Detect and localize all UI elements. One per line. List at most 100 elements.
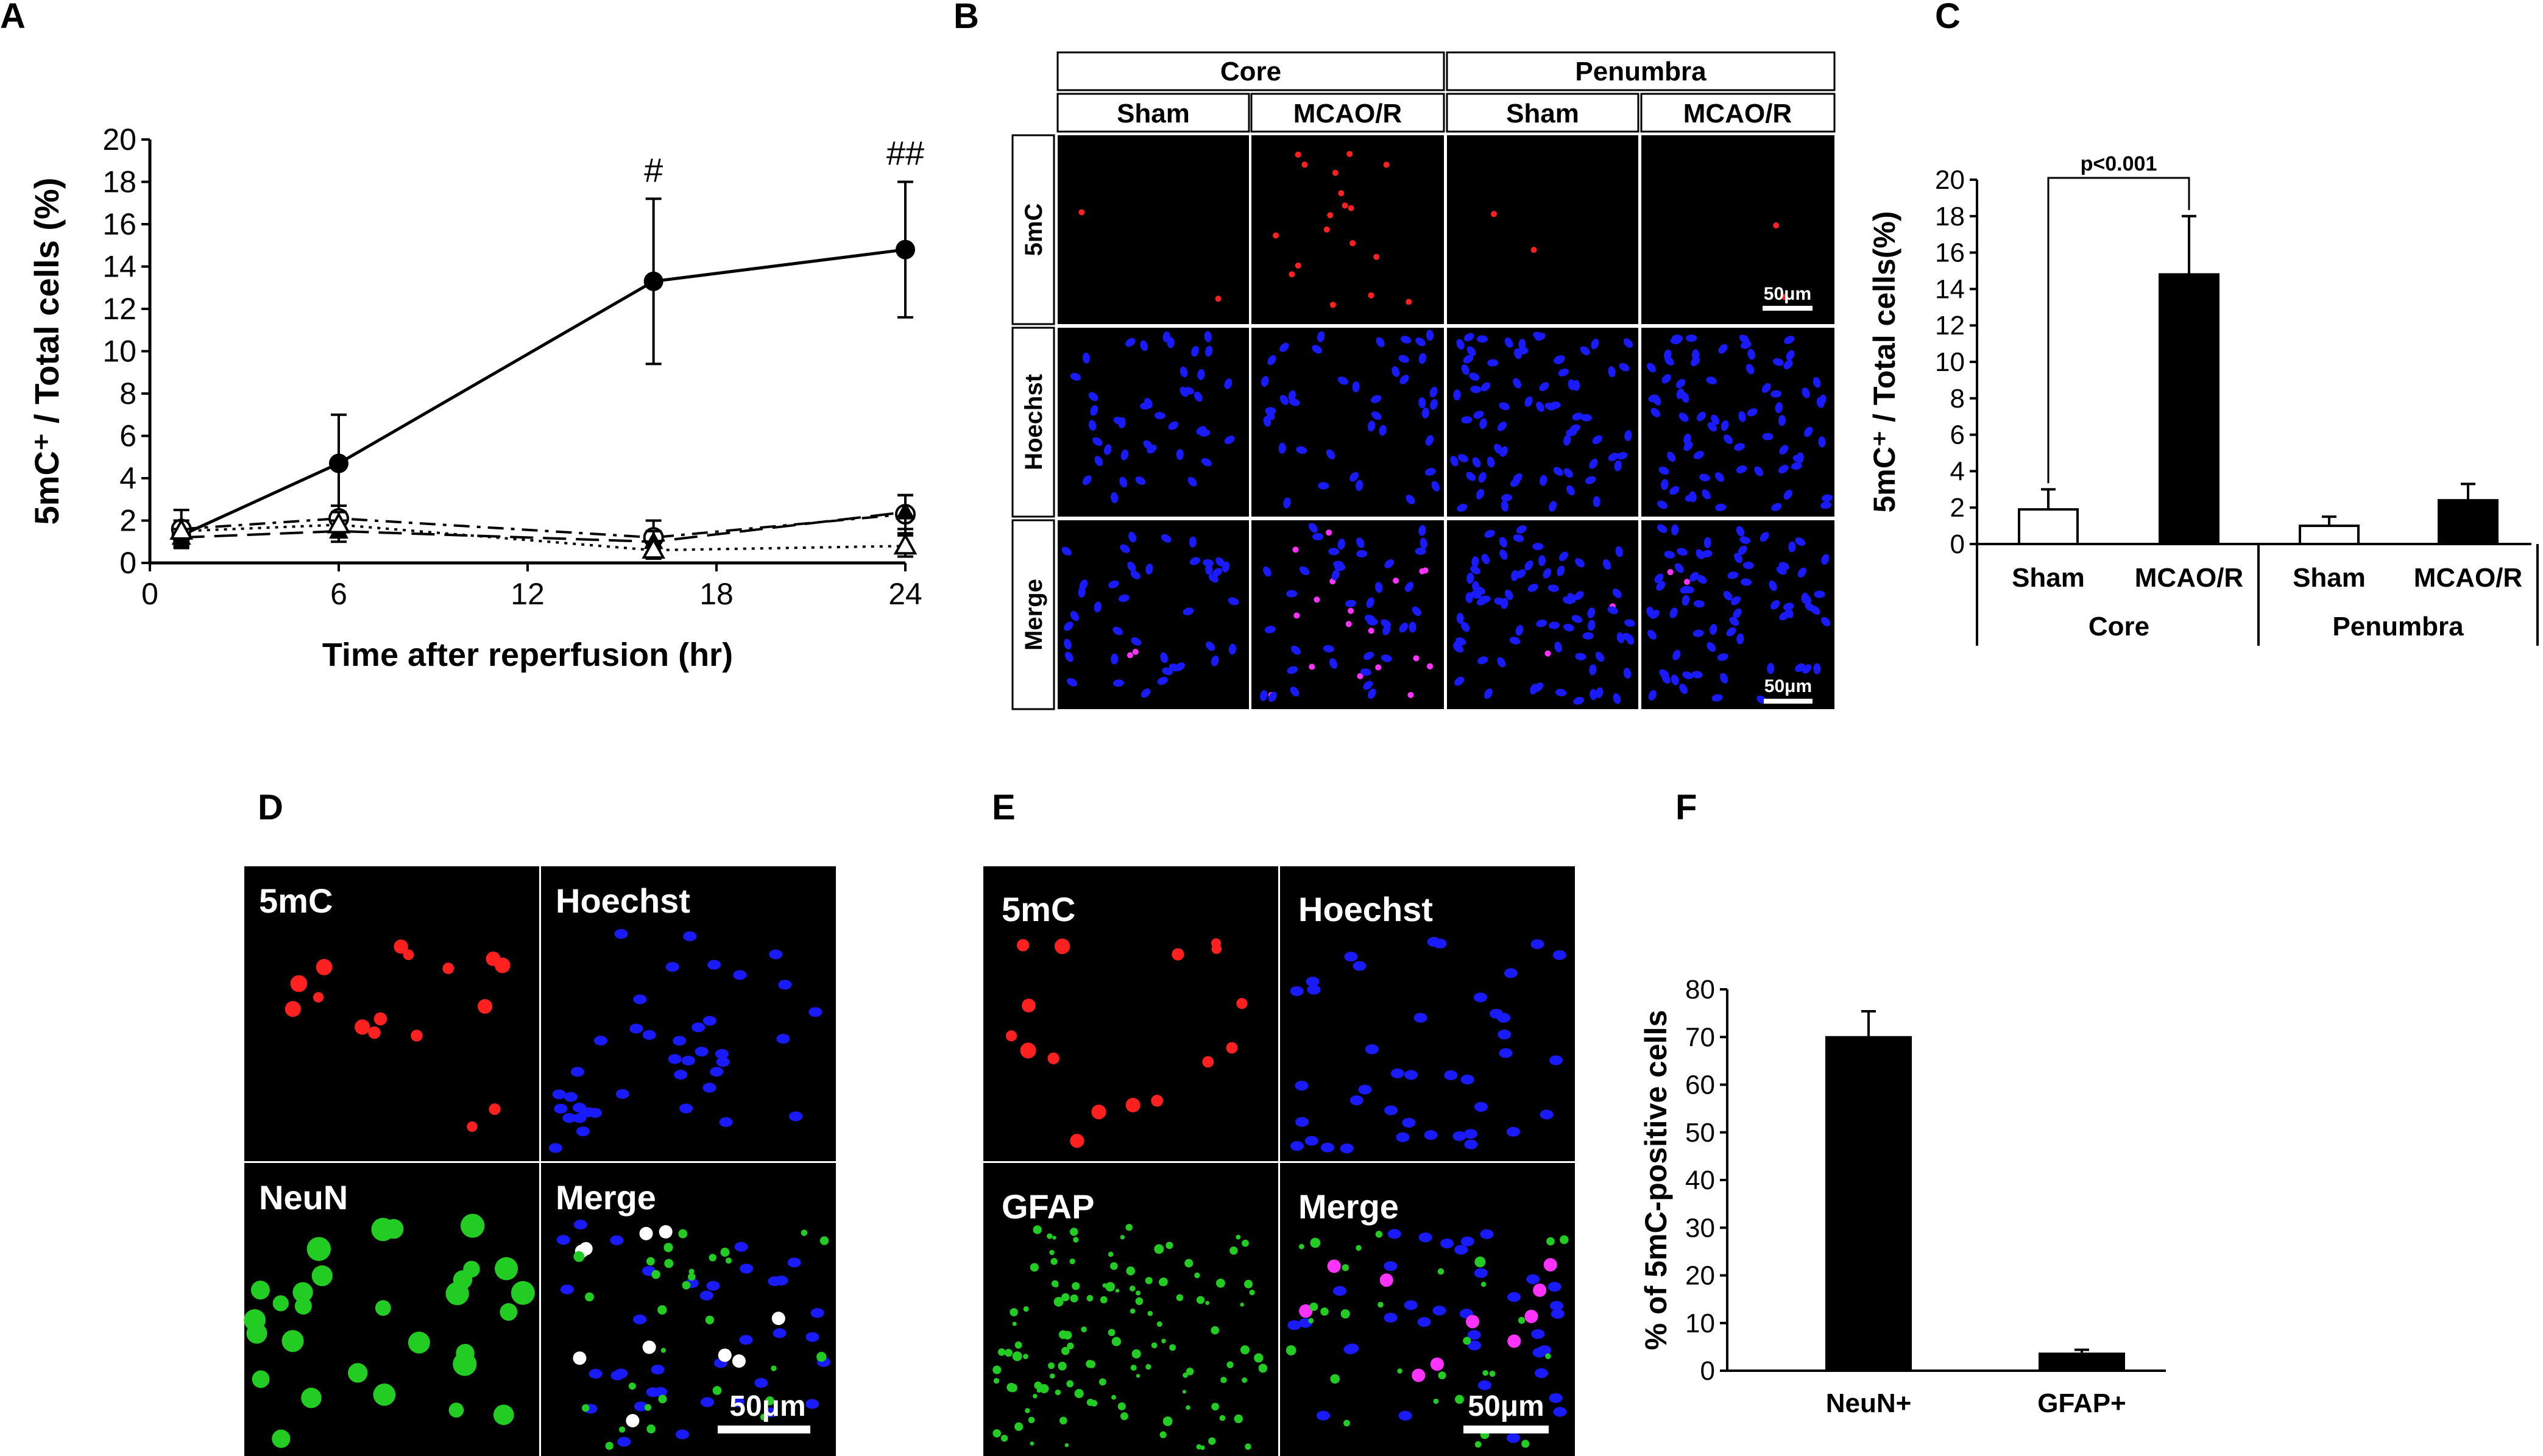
nucleus bbox=[1337, 376, 1348, 385]
green-cell bbox=[1147, 1310, 1153, 1316]
nucleus bbox=[1664, 349, 1672, 361]
green-cell bbox=[460, 1214, 485, 1238]
tile-d-label-1: 5mC bbox=[259, 882, 333, 920]
nucleus bbox=[1399, 623, 1409, 633]
nucleus bbox=[1723, 590, 1733, 601]
nucleus bbox=[1110, 492, 1119, 503]
nucleus bbox=[774, 1276, 788, 1286]
nucleus bbox=[1553, 1407, 1567, 1417]
merged-cell bbox=[1299, 1304, 1313, 1318]
nucleus bbox=[1295, 1081, 1309, 1091]
green-cell bbox=[585, 1292, 594, 1302]
row-label-box-3 bbox=[1011, 519, 1055, 710]
nucleus bbox=[1733, 608, 1742, 619]
nucleus bbox=[1555, 688, 1566, 696]
bar-chart-c: 0 2 4 6 8 10 12 14 16 18 20 5mC⁺ / Total cells(%) Sh… bbox=[1867, 152, 2539, 646]
green-cell bbox=[663, 1243, 673, 1253]
nucleus bbox=[676, 1429, 690, 1440]
nucleus bbox=[576, 1126, 590, 1137]
merged-cell bbox=[1543, 1258, 1557, 1272]
nucleus bbox=[1309, 523, 1318, 533]
image-tiles-d bbox=[244, 866, 836, 1456]
nucleus bbox=[1203, 559, 1214, 567]
nucleus bbox=[1499, 549, 1508, 560]
nucleus bbox=[1707, 642, 1716, 652]
nucleus bbox=[1738, 411, 1746, 422]
stained-nucleus bbox=[1375, 664, 1382, 671]
merged-cell bbox=[1430, 1357, 1444, 1371]
nucleus bbox=[1398, 355, 1409, 363]
green-cell bbox=[1086, 1360, 1094, 1368]
nucleus bbox=[1290, 1141, 1304, 1151]
y-tick-label-f: 30 bbox=[1685, 1213, 1715, 1243]
micrograph-tile bbox=[1641, 328, 1834, 517]
green-cell bbox=[1236, 1234, 1241, 1240]
green-cell bbox=[1480, 1282, 1487, 1287]
nucleus bbox=[1544, 402, 1556, 411]
merged-cell bbox=[626, 1413, 640, 1427]
col-header-2-label: MCAO/R bbox=[1293, 99, 1402, 129]
nucleus bbox=[1602, 559, 1611, 570]
micrograph-tile bbox=[1251, 328, 1444, 517]
panel-label-a: A bbox=[0, 0, 26, 36]
nucleus bbox=[706, 1281, 720, 1291]
stained-nucleus bbox=[1326, 529, 1332, 536]
stained-nucleus bbox=[1309, 663, 1315, 670]
green-cell bbox=[1125, 1223, 1133, 1231]
green-cell bbox=[1069, 1258, 1075, 1265]
nucleus bbox=[1786, 350, 1795, 361]
merged-cell bbox=[1327, 1259, 1341, 1273]
nucleus bbox=[1356, 537, 1365, 548]
nucleus bbox=[1531, 1329, 1545, 1339]
green-cell bbox=[348, 1363, 368, 1383]
green-cell bbox=[660, 1348, 667, 1353]
nucleus bbox=[1157, 677, 1168, 685]
green-cell bbox=[997, 1348, 1006, 1356]
nucleus bbox=[1711, 694, 1723, 702]
stained-nucleus bbox=[1373, 253, 1380, 260]
nucleus bbox=[1466, 572, 1474, 584]
micrograph-tile bbox=[1058, 135, 1249, 324]
nucleus bbox=[1818, 436, 1826, 448]
nucleus bbox=[1429, 386, 1438, 398]
row-label-box-1 bbox=[1011, 134, 1055, 325]
nucleus bbox=[1169, 663, 1180, 672]
y-axis-label-a: 5mC⁺ / Total cells (%) bbox=[27, 178, 66, 525]
green-cell bbox=[1226, 1361, 1234, 1368]
nucleus bbox=[1426, 330, 1434, 341]
nucleus bbox=[1738, 545, 1747, 556]
green-cell bbox=[495, 1257, 518, 1281]
micrograph-tile bbox=[1251, 135, 1444, 324]
green-cell bbox=[1518, 1316, 1526, 1324]
x-tick-label-a: 0 bbox=[141, 577, 158, 611]
green-cell bbox=[1375, 1231, 1383, 1238]
scalebar-d bbox=[718, 1426, 810, 1433]
series-line-a bbox=[181, 513, 906, 539]
nucleus bbox=[593, 1036, 607, 1046]
category-label-f: NeuN+ bbox=[1826, 1388, 1912, 1418]
nucleus bbox=[1187, 476, 1197, 487]
nucleus bbox=[1588, 620, 1596, 631]
stained-nucleus bbox=[313, 992, 324, 1003]
nucleus bbox=[1286, 590, 1298, 598]
nucleus bbox=[1472, 457, 1481, 468]
nucleus bbox=[1795, 537, 1806, 546]
nucleus bbox=[1413, 1012, 1427, 1023]
nucleus bbox=[1481, 554, 1490, 565]
nucleus bbox=[1536, 401, 1544, 412]
nucleus bbox=[1108, 580, 1119, 588]
nucleus bbox=[1189, 536, 1197, 548]
nucleus bbox=[1266, 409, 1275, 420]
nucleus bbox=[1623, 668, 1632, 679]
green-cell bbox=[500, 1303, 518, 1321]
stained-nucleus bbox=[1406, 299, 1412, 305]
stained-nucleus bbox=[467, 1121, 478, 1132]
group-label-c: Core bbox=[2089, 612, 2149, 641]
nucleus bbox=[556, 1235, 570, 1245]
stained-nucleus bbox=[1338, 190, 1345, 197]
nucleus bbox=[1706, 376, 1717, 384]
green-cell bbox=[1196, 1296, 1205, 1304]
nucleus bbox=[1160, 652, 1168, 663]
nucleus bbox=[1358, 1084, 1372, 1095]
